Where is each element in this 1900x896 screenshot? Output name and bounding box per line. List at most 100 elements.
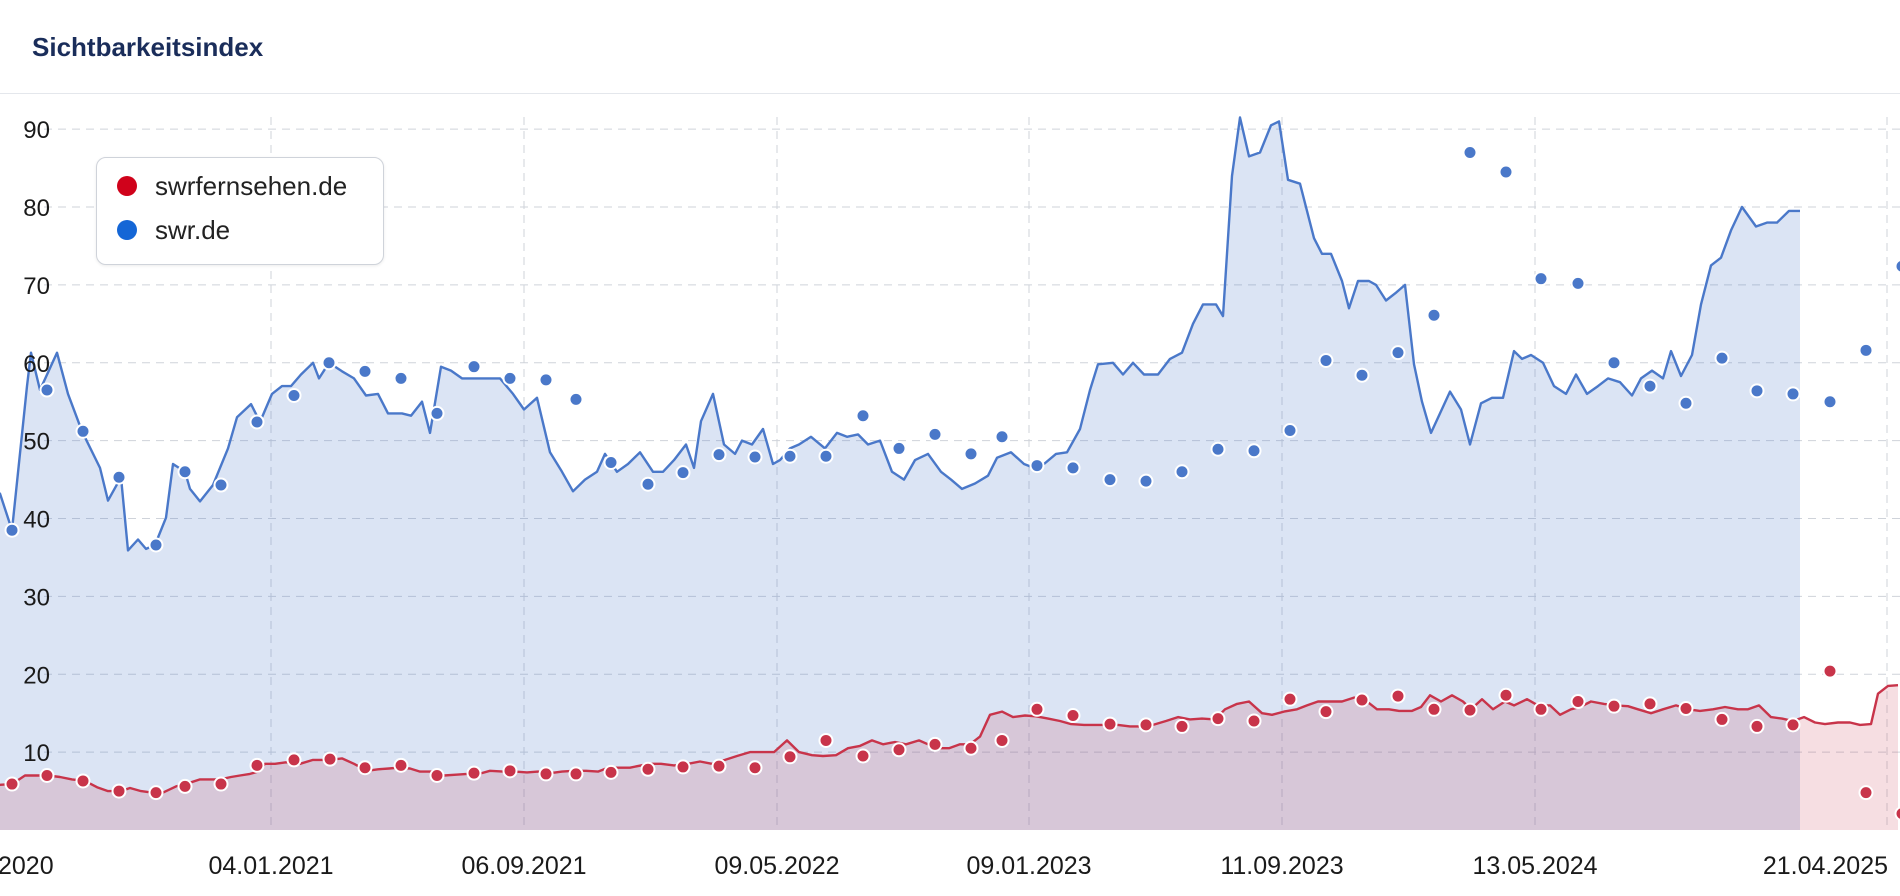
- y-tick-label: 80: [23, 195, 50, 222]
- marker-swr-de: [538, 372, 554, 388]
- legend-label-swr: swr.de: [155, 214, 231, 245]
- marker-swrfernsehen-de: [963, 740, 979, 756]
- marker-swr-de: [711, 447, 727, 463]
- y-tick-label: 10: [23, 740, 50, 767]
- marker-swrfernsehen-de: [1065, 708, 1081, 724]
- marker-swrfernsehen-de: [747, 760, 763, 776]
- marker-swr-de: [111, 469, 127, 485]
- marker-swr-de: [891, 440, 907, 456]
- marker-swr-de: [1318, 352, 1334, 368]
- marker-swr-de: [1462, 145, 1478, 161]
- marker-swrfernsehen-de: [1210, 711, 1226, 727]
- y-axis-ticks: 10 20 30 40 50 60 70 80 90: [23, 117, 50, 767]
- area-swr-de: [0, 117, 1800, 830]
- marker-swr-de: [393, 370, 409, 386]
- marker-swr-de: [1065, 460, 1081, 476]
- marker-swrfernsehen-de: [148, 785, 164, 801]
- marker-swrfernsehen-de: [1714, 711, 1730, 727]
- marker-swrfernsehen-de: [927, 736, 943, 752]
- x-tick-label: 09.01.2023: [966, 852, 1091, 880]
- marker-swr-de: [1678, 395, 1694, 411]
- marker-swr-de: [466, 359, 482, 375]
- marker-swr-de: [640, 476, 656, 492]
- marker-swrfernsehen-de: [1282, 691, 1298, 707]
- y-tick-label: 20: [23, 662, 50, 689]
- y-tick-label: 50: [23, 429, 50, 456]
- area-swrfernsehen-de: [0, 685, 1898, 830]
- legend-label-swrfernsehen: swrfernsehen.de: [155, 170, 348, 201]
- marker-swr-de: [1354, 367, 1370, 383]
- marker-swrfernsehen-de: [640, 761, 656, 777]
- marker-swr-de: [39, 382, 55, 398]
- marker-swr-de: [357, 363, 373, 379]
- marker-swrfernsehen-de: [1174, 718, 1190, 734]
- marker-swr-de: [1029, 458, 1045, 474]
- marker-swr-de: [177, 464, 193, 480]
- marker-swrfernsehen-de: [393, 757, 409, 773]
- marker-swr-de: [1426, 307, 1442, 323]
- marker-swrfernsehen-de: [429, 767, 445, 783]
- marker-swr-de: [782, 448, 798, 464]
- marker-swr-de: [1894, 258, 1900, 274]
- marker-swr-de: [1102, 472, 1118, 488]
- marker-swrfernsehen-de: [1858, 785, 1874, 801]
- chart-title: Sichtbarkeitsindex: [32, 32, 264, 62]
- marker-swrfernsehen-de: [1138, 717, 1154, 733]
- marker-swr-de: [1714, 350, 1730, 366]
- chart-legend: swrfernsehen.de swr.de: [96, 157, 384, 265]
- marker-swr-de: [1822, 394, 1838, 410]
- y-tick-label: 30: [23, 584, 50, 611]
- chart-areas: [0, 117, 1898, 830]
- marker-swr-de: [4, 522, 20, 538]
- marker-swrfernsehen-de: [1570, 694, 1586, 710]
- marker-swrfernsehen-de: [1606, 698, 1622, 714]
- marker-swr-de: [675, 465, 691, 481]
- x-tick-label: 2020: [0, 852, 54, 880]
- legend-item-swrfernsehen[interactable]: swrfernsehen.de: [117, 168, 347, 204]
- marker-swr-de: [1174, 464, 1190, 480]
- marker-swrfernsehen-de: [4, 776, 20, 792]
- y-tick-label: 60: [23, 351, 50, 378]
- legend-dot-swr: [117, 220, 137, 240]
- marker-swr-de: [747, 449, 763, 465]
- x-tick-label: 09.05.2022: [714, 852, 839, 880]
- marker-swr-de: [1498, 164, 1514, 180]
- marker-swrfernsehen-de: [1462, 702, 1478, 718]
- marker-swr-de: [855, 408, 871, 424]
- marker-swrfernsehen-de: [568, 766, 584, 782]
- marker-swrfernsehen-de: [1533, 701, 1549, 717]
- marker-swrfernsehen-de: [818, 732, 834, 748]
- marker-swr-de: [927, 426, 943, 442]
- marker-swrfernsehen-de: [1029, 701, 1045, 717]
- marker-swrfernsehen-de: [1390, 688, 1406, 704]
- marker-swrfernsehen-de: [1426, 701, 1442, 717]
- marker-swr-de: [429, 405, 445, 421]
- legend-item-swr[interactable]: swr.de: [117, 212, 230, 248]
- marker-swrfernsehen-de: [1785, 717, 1801, 733]
- marker-swr-de: [568, 391, 584, 407]
- line-swr-de: [0, 116, 1800, 552]
- marker-swrfernsehen-de: [891, 742, 907, 758]
- marker-swr-de: [818, 448, 834, 464]
- marker-swrfernsehen-de: [1642, 696, 1658, 712]
- y-tick-label: 40: [23, 507, 50, 534]
- marker-swr-de: [75, 423, 91, 439]
- marker-swrfernsehen-de: [603, 764, 619, 780]
- marker-swrfernsehen-de: [322, 751, 338, 767]
- marker-swrfernsehen-de: [213, 776, 229, 792]
- marker-swrfernsehen-de: [1318, 704, 1334, 720]
- marker-swrfernsehen-de: [75, 773, 91, 789]
- marker-swr-de: [1785, 386, 1801, 402]
- marker-swr-de: [1210, 441, 1226, 457]
- x-tick-label: 04.01.2021: [208, 852, 333, 880]
- marker-swrfernsehen-de: [711, 758, 727, 774]
- marker-swrfernsehen-de: [466, 765, 482, 781]
- marker-swrfernsehen-de: [1822, 663, 1838, 679]
- marker-swrfernsehen-de: [1498, 687, 1514, 703]
- marker-swr-de: [249, 414, 265, 430]
- x-tick-label: 06.09.2021: [461, 852, 586, 880]
- marker-swrfernsehen-de: [286, 752, 302, 768]
- y-tick-label: 70: [23, 273, 50, 300]
